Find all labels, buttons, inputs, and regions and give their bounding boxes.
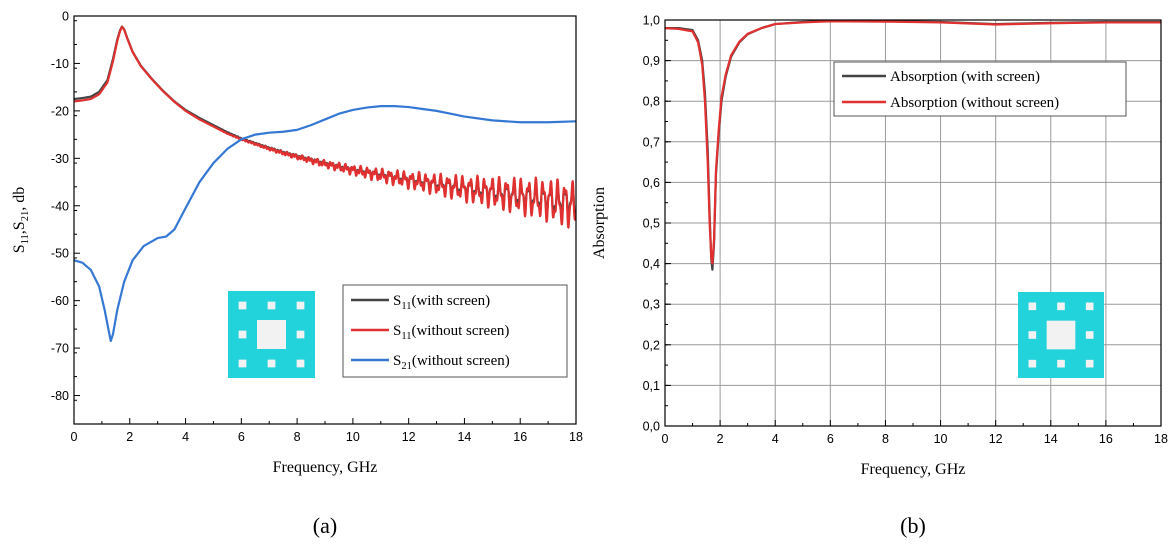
unit-cell-hole [1028,359,1037,368]
x-axis-label: Frequency, GHz [273,459,378,476]
unit-cell-hole [296,301,305,310]
y-tick-label: 0,6 [643,176,660,190]
unit-cell-hole [1028,331,1037,339]
y-tick-label: -10 [51,57,69,71]
legend-entry-2: Absorption (without screen) [890,95,1059,111]
x-tick-label: 6 [827,432,834,446]
y-tick-label: -60 [51,294,69,308]
y-tick-label: -20 [51,104,69,118]
x-tick-label: 16 [1099,432,1113,446]
x-tick-label: 10 [934,432,948,446]
x-tick-label: 4 [182,430,189,444]
y-tick-label: -70 [51,342,69,356]
x-tick-label: 8 [294,430,301,444]
unit-cell-hole [238,359,247,368]
x-tick-label: 12 [402,430,416,444]
y-axis-label: S11,S21, db [11,187,31,253]
series-line-3 [73,105,577,343]
legend-entry-1: S11(with screen) [393,293,490,312]
unit-cell-hole [1057,302,1065,311]
y-tick-label: -80 [51,389,69,403]
y-tick-label: 0,8 [643,95,660,109]
legend-entry-3: S21(without screen) [393,353,510,372]
unit-cell-hole [1085,302,1094,311]
chart-a: 0 2 4 6 8 10 12 14 16 18 0 -10 -20 -30 -40 -50 -60 -70 -80… [11,10,583,539]
x-tick-label: 2 [126,430,133,444]
panel-caption: (b) [900,513,926,538]
x-tick-label: 10 [346,430,360,444]
unit-cell-hole [238,330,247,339]
unit-cell-center-hole [257,320,286,349]
x-tick-label: 0 [71,430,78,444]
y-tick-label: 0,3 [643,298,660,312]
x-tick-label: 2 [717,432,724,446]
x-axis-label: Frequency, GHz [861,461,966,478]
x-tick-label: 18 [1154,432,1168,446]
chart-b: 0 2 4 6 8 10 12 14 16 18 0,0 0,1 0,2 0,3 0,4 0,5 0,6 0,7 0… [591,14,1168,539]
y-tick-label: 0,4 [643,257,660,271]
series-line-2 [73,25,577,229]
unit-cell-hole [1085,331,1094,339]
x-tick-label: 14 [1044,432,1058,446]
series-line-2 [664,20,1161,265]
legend-entry-2: S11(without screen) [393,323,509,342]
series-line-1 [665,19,1161,271]
y-tick-label: 0,9 [643,54,660,68]
panel-caption: (a) [313,513,337,538]
x-tick-label: 16 [513,430,527,444]
unit-cell-hole [267,359,276,368]
unit-cell-hole [1028,302,1037,311]
x-tick-label: 18 [569,430,583,444]
x-tick-label: 8 [882,432,889,446]
unit-cell-center-hole [1046,320,1076,350]
y-tick-label: 0,7 [643,135,660,149]
y-tick-label: -30 [51,152,69,166]
y-tick-label: -50 [51,247,69,261]
y-tick-label: 1,0 [643,14,660,28]
x-tick-label: 6 [238,430,245,444]
y-tick-label: 0,1 [643,379,660,393]
y-axis-label: Absorption [591,187,608,259]
y-tick-label: -40 [51,199,69,213]
y-tick-label: 0,5 [643,217,660,231]
unit-cell-hole [296,330,305,339]
x-tick-label: 14 [457,430,471,444]
legend-entry-1: Absorption (with screen) [890,69,1040,85]
y-tick-label: 0,0 [643,420,660,434]
x-tick-label: 4 [772,432,779,446]
y-tick-label: 0 [62,10,69,24]
unit-cell-hole [1057,359,1065,368]
y-tick-label: 0,2 [643,338,660,352]
x-tick-label: 0 [662,432,669,446]
unit-cell-hole [238,301,247,310]
unit-cell-hole [267,301,276,310]
legend-box [833,61,1127,117]
unit-cell-hole [296,359,305,368]
unit-cell-hole [1085,359,1094,368]
x-tick-label: 12 [989,432,1003,446]
